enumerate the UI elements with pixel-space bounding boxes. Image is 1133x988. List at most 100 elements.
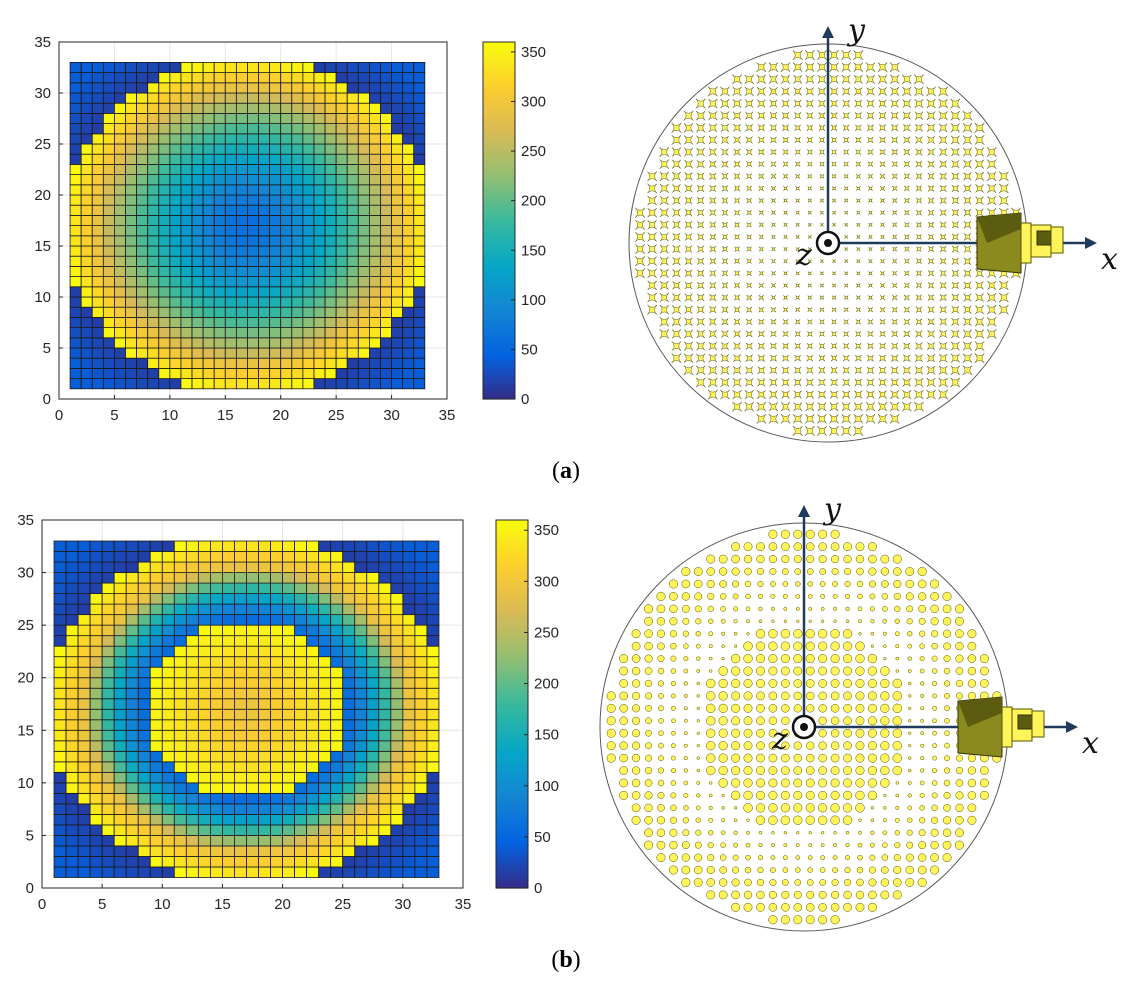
heatmap-cell <box>291 214 304 226</box>
heatmap-cell <box>269 102 282 114</box>
array-element <box>659 280 669 290</box>
heatmap-cell <box>91 286 104 298</box>
array-element <box>756 890 765 900</box>
array-element <box>963 172 972 181</box>
array-element <box>793 704 802 713</box>
heatmap-cell <box>125 357 137 369</box>
heatmap-cell <box>313 245 326 257</box>
heatmap-cell <box>380 143 392 155</box>
array-element <box>829 50 839 60</box>
colorbar-segment <box>483 45 515 51</box>
heatmap-cell <box>402 698 416 710</box>
heatmap-cell <box>137 835 151 847</box>
heatmap-cell <box>269 133 282 145</box>
heatmap-cell <box>161 540 175 552</box>
array-element <box>644 667 653 675</box>
array-element <box>939 341 948 351</box>
heatmap-cell <box>342 761 356 773</box>
heatmap-cell <box>173 656 187 668</box>
heatmap-cell <box>294 624 308 637</box>
heatmap-cell <box>426 603 440 616</box>
array-element <box>855 766 865 776</box>
y-tick-label: 10 <box>34 289 51 306</box>
array-element <box>869 854 876 861</box>
heatmap-cell <box>335 102 348 114</box>
heatmap-cell <box>390 572 404 584</box>
array-element <box>758 222 764 228</box>
heatmap-cell <box>173 614 187 626</box>
heatmap-cell <box>246 593 259 605</box>
array-element <box>855 678 865 688</box>
array-element <box>721 793 725 798</box>
heatmap-cell <box>136 337 149 349</box>
heatmap-cell <box>91 204 104 216</box>
array-element <box>853 62 864 72</box>
array-element <box>730 653 741 664</box>
heatmap-cell <box>324 204 337 216</box>
array-element <box>669 592 678 601</box>
heatmap-cell <box>209 750 223 763</box>
array-element <box>805 691 815 701</box>
heatmap-cell <box>291 113 304 125</box>
heatmap-cell <box>235 235 248 247</box>
heatmap-cell <box>235 102 248 114</box>
heatmap-cell <box>357 265 370 277</box>
heatmap-cell <box>149 782 163 794</box>
heatmap-cell <box>191 265 204 277</box>
heatmap-cell <box>330 866 344 878</box>
array-element <box>732 366 742 375</box>
array-element <box>718 765 728 776</box>
heatmap-cell <box>346 347 359 359</box>
heatmap-cell <box>147 72 160 84</box>
array-element <box>671 743 676 748</box>
heatmap-cell <box>306 687 320 700</box>
array-element <box>732 854 739 861</box>
heatmap-cell <box>125 265 137 277</box>
array-element <box>606 741 616 751</box>
heatmap-cell <box>102 174 115 186</box>
heatmap-cell <box>89 835 103 847</box>
feed-port <box>1017 714 1033 730</box>
heatmap-cell <box>80 163 93 175</box>
array-element <box>683 780 689 786</box>
heatmap-cell <box>213 316 226 328</box>
heatmap-cell <box>80 306 93 318</box>
array-element <box>869 593 876 600</box>
heatmap-cell <box>125 337 137 349</box>
colorbar-tick-label: 250 <box>521 143 546 160</box>
heatmap-cell <box>324 102 337 114</box>
array-element <box>695 643 701 649</box>
array-element <box>743 716 753 726</box>
heatmap-cell <box>69 245 82 257</box>
array-element <box>708 365 718 375</box>
heatmap-cell <box>366 824 380 836</box>
heatmap-cell <box>191 327 204 339</box>
heatmap-cell <box>224 102 237 114</box>
array-element <box>693 567 703 576</box>
array-element <box>880 554 890 564</box>
heatmap-cell <box>80 347 93 359</box>
y-tick-label: 35 <box>17 512 34 529</box>
x-tick-label: 0 <box>55 407 63 424</box>
heatmap-cell <box>414 845 428 857</box>
heatmap-cell <box>247 296 259 308</box>
heatmap-cell <box>158 276 171 288</box>
array-element <box>780 766 790 775</box>
heatmap-cell <box>53 750 67 763</box>
heatmap-cell <box>101 729 115 742</box>
array-element <box>672 220 681 229</box>
heatmap-cell <box>80 225 93 237</box>
array-element <box>631 815 641 825</box>
heatmap-cell <box>294 740 308 752</box>
heatmap-cell <box>294 708 308 721</box>
array-element <box>916 222 922 228</box>
array-element <box>807 319 813 325</box>
heatmap-cell <box>202 204 215 216</box>
heatmap-cell <box>366 645 380 658</box>
heatmap-cell <box>270 656 283 668</box>
colorbar-segment <box>483 208 515 214</box>
heatmap-cell <box>69 102 82 114</box>
heatmap-cell <box>180 276 193 288</box>
array-element <box>783 259 788 264</box>
heatmap-cell <box>306 540 320 552</box>
